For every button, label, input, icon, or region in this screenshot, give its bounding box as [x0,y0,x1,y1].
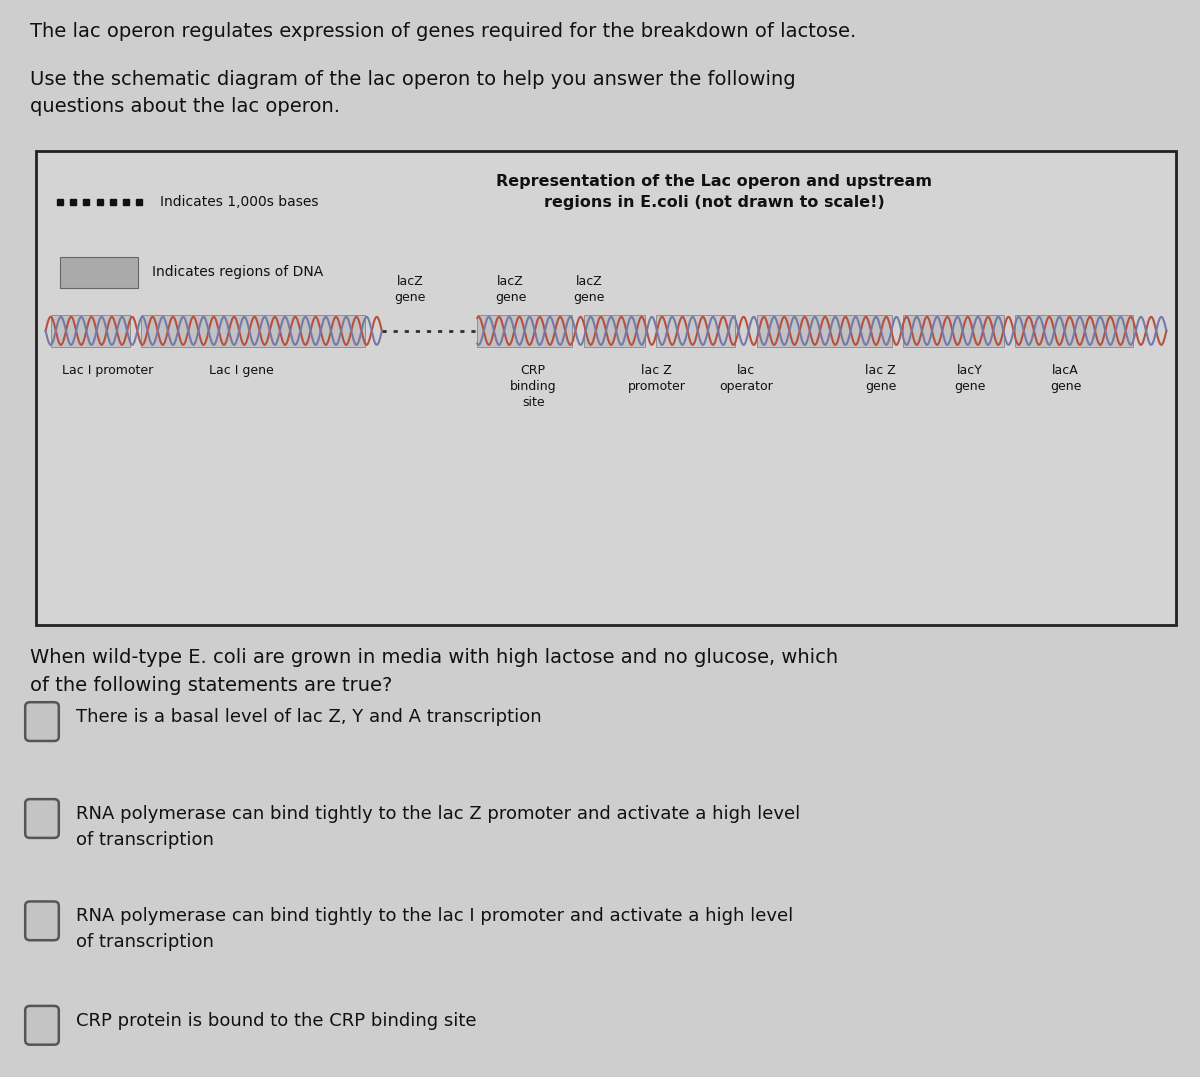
Text: lacZ
gene: lacZ gene [496,275,527,304]
Bar [36,151,1176,625]
Text: lacY
gene: lacY gene [954,364,986,393]
Bar [140,314,365,347]
FancyBboxPatch shape [25,1006,59,1045]
Text: CRP
binding
site: CRP binding site [510,364,557,409]
Text: The lac operon regulates expression of genes required for the breakdown of lacto: The lac operon regulates expression of g… [30,22,857,41]
Text: lac Z
gene: lac Z gene [865,364,896,393]
Text: RNA polymerase can bind tightly to the lac I promoter and activate a high level
: RNA polymerase can bind tightly to the l… [76,907,793,951]
Text: Indicates regions of DNA: Indicates regions of DNA [152,266,324,279]
FancyBboxPatch shape [25,702,59,741]
Bar [52,314,130,347]
Text: Lac I promoter: Lac I promoter [61,364,152,377]
Text: lacZ
gene: lacZ gene [574,275,605,304]
Bar [757,314,892,347]
Text: lacA
gene: lacA gene [1050,364,1081,393]
Text: Representation of the Lac operon and upstream
regions in E.coli (not drawn to sc: Representation of the Lac operon and ups… [496,174,932,210]
Bar [478,314,572,347]
Text: lacZ
gene: lacZ gene [394,275,426,304]
Text: RNA polymerase can bind tightly to the lac Z promoter and activate a high level
: RNA polymerase can bind tightly to the l… [76,805,800,849]
FancyBboxPatch shape [25,901,59,940]
Text: There is a basal level of lac Z, Y and A transcription: There is a basal level of lac Z, Y and A… [76,708,541,726]
Text: When wild-type E. coli are grown in media with high lactose and no glucose, whic: When wild-type E. coli are grown in medi… [30,648,838,695]
Text: Indicates 1,000s bases: Indicates 1,000s bases [160,196,318,209]
Text: CRP protein is bound to the CRP binding site: CRP protein is bound to the CRP binding … [76,1011,476,1030]
Text: Use the schematic diagram of the lac operon to help you answer the following
que: Use the schematic diagram of the lac ope… [30,70,796,116]
Bar [60,257,138,288]
Text: Lac I gene: Lac I gene [209,364,274,377]
Bar [656,314,734,347]
Bar [1015,314,1133,347]
Bar [583,314,646,347]
Text: lac Z
promoter: lac Z promoter [628,364,685,393]
Text: lac
operator: lac operator [719,364,773,393]
Bar [904,314,1004,347]
FancyBboxPatch shape [25,799,59,838]
